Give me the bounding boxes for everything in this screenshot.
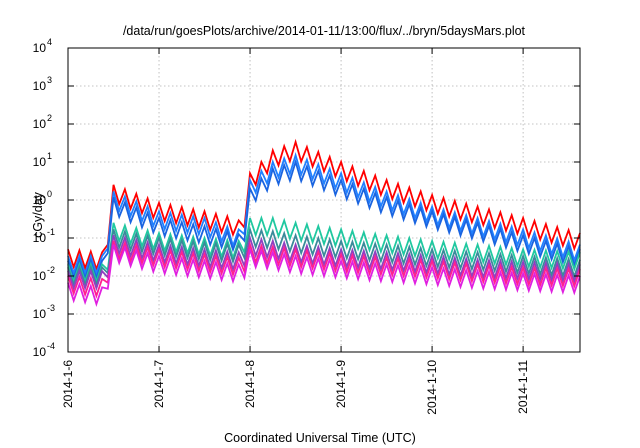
y-tick-label: 10 [33, 231, 47, 245]
series-line-2 [67, 152, 581, 276]
series-line-6 [67, 234, 581, 292]
y-tick-exponent: 1 [47, 151, 52, 161]
series-line-1 [67, 138, 581, 273]
x-tick-label: 2014-1-6 [61, 360, 75, 408]
series-line-4 [67, 215, 581, 285]
y-tick-exponent: 0 [47, 189, 52, 199]
x-tick-label: 2014-1-11 [516, 360, 530, 414]
y-axis-label: cGy/day [31, 191, 45, 238]
x-tick-label: 2014-1-10 [425, 360, 439, 415]
y-tick-exponent: -3 [47, 303, 55, 313]
y-tick-exponent: -2 [47, 265, 55, 275]
series-line-5 [67, 225, 581, 288]
y-tick-exponent: -1 [47, 227, 55, 237]
y-tick-label: 10 [33, 269, 47, 283]
y-tick-exponent: -4 [47, 341, 55, 351]
series-line-3 [67, 158, 581, 281]
x-axis-label: Coordinated Universal Time (UTC) [224, 431, 416, 445]
x-ticks: 2014-1-6 2014-1-7 2014-1-8 2014-1-9 2014-1-1… [61, 48, 530, 415]
grid [68, 48, 580, 352]
series-line-8 [67, 244, 581, 308]
y-tick-exponent: 4 [47, 37, 52, 47]
y-tick-label: 10 [33, 307, 47, 321]
y-tick-label: 10 [33, 155, 47, 169]
y-tick-label: 10 [33, 117, 47, 131]
y-tick-exponent: 2 [47, 113, 52, 123]
x-tick-label: 2014-1-7 [152, 360, 166, 408]
y-tick-exponent: 3 [47, 75, 52, 85]
chart-title: /data/run/goesPlots/archive/2014-01-11/1… [123, 24, 526, 38]
y-tick-label: 10 [33, 41, 47, 55]
series-line-7 [67, 240, 581, 299]
x-tick-label: 2014-1-8 [243, 360, 257, 408]
series-group [67, 138, 581, 308]
y-tick-label: 10 [33, 79, 47, 93]
y-tick-label: 10 [33, 193, 47, 207]
x-tick-label: 2014-1-9 [334, 360, 348, 408]
y-tick-label: 10 [33, 345, 47, 359]
